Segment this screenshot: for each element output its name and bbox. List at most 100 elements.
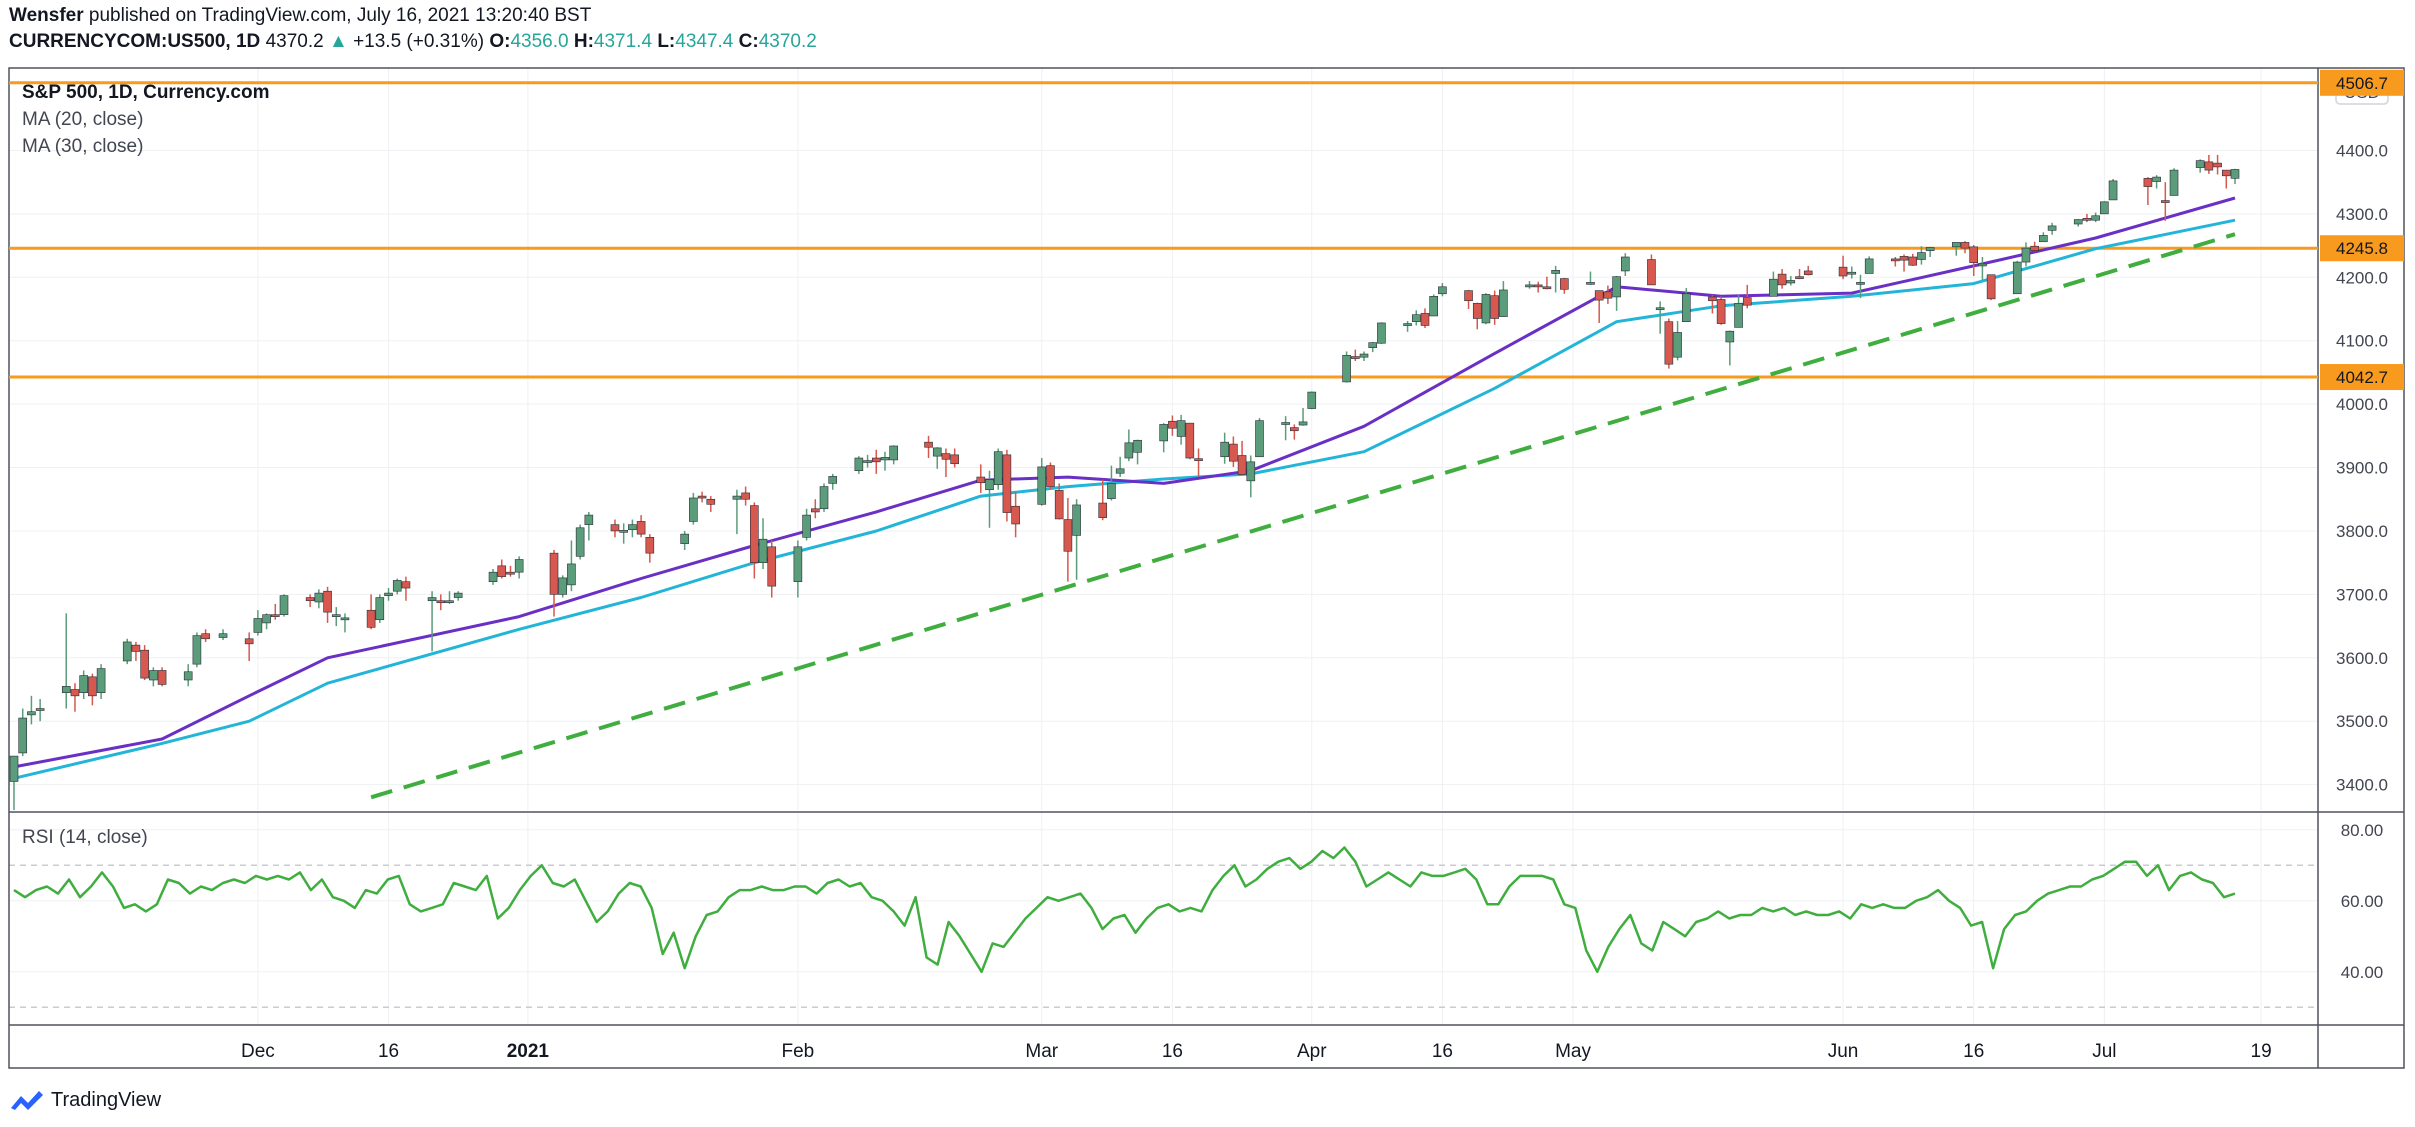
- price-tick-label: 3900.0: [2336, 459, 2388, 478]
- publish-info: published on TradingView.com, July 16, 2…: [88, 5, 592, 26]
- level-label-box: [2320, 364, 2404, 391]
- legend-ma20[interactable]: MA (20, close): [22, 109, 144, 130]
- candle-body: [950, 454, 959, 465]
- candle-body: [2108, 180, 2118, 201]
- candle-body: [1037, 466, 1047, 505]
- candle-body: [445, 600, 454, 604]
- candle: [375, 594, 385, 623]
- ma30-line: [13, 218, 2236, 780]
- candle-body: [401, 581, 411, 589]
- candle: [941, 448, 951, 478]
- candle-body: [1133, 439, 1142, 453]
- candle-body: [1664, 321, 1674, 365]
- candle: [1072, 499, 1081, 580]
- author-name[interactable]: Wensfer: [9, 5, 84, 26]
- candle: [950, 448, 959, 468]
- change-value: +13.5 (+0.31%): [353, 31, 485, 52]
- time-tick-label: 16: [1963, 1041, 1984, 1062]
- price-tick-label: 4200.0: [2336, 268, 2388, 287]
- high-label: H:: [573, 31, 594, 52]
- candle-body: [1621, 256, 1630, 272]
- candle: [192, 632, 202, 668]
- candle-body: [131, 644, 141, 652]
- candle-body: [1098, 502, 1108, 518]
- candle: [828, 473, 838, 490]
- candle-body: [375, 597, 385, 621]
- candle-body: [2091, 215, 2100, 221]
- candle-body: [2169, 169, 2179, 196]
- candle: [1986, 274, 1996, 301]
- candle-body: [1481, 294, 1491, 324]
- candle-body: [262, 614, 271, 624]
- candle: [1464, 289, 1473, 309]
- candle: [1037, 458, 1047, 506]
- close-label: C:: [738, 31, 759, 52]
- candle: [61, 613, 71, 709]
- chart-frame: [8, 67, 2405, 1069]
- candle-body: [1411, 314, 1421, 322]
- candle: [2100, 201, 2109, 215]
- candle-body: [689, 497, 698, 522]
- legend-ma30[interactable]: MA (30, close): [22, 136, 144, 157]
- candle: [2213, 154, 2222, 175]
- candle: [497, 559, 507, 579]
- candle: [1420, 308, 1430, 329]
- candle: [1708, 295, 1717, 314]
- candle: [1533, 281, 1543, 293]
- open-label: O:: [489, 31, 511, 52]
- candle: [619, 523, 628, 544]
- candle: [697, 491, 707, 503]
- brand-footer[interactable]: TradingView: [9, 1086, 161, 1114]
- candle-body: [610, 524, 620, 532]
- candle-body: [1429, 296, 1438, 317]
- candle-body: [1725, 330, 1735, 343]
- candle-body: [427, 597, 437, 602]
- candle-body: [1917, 252, 1926, 260]
- candle-body: [9, 755, 19, 782]
- candle: [1786, 276, 1796, 286]
- candle-body: [2213, 162, 2222, 168]
- candle: [514, 556, 524, 579]
- candle-body: [1525, 284, 1534, 288]
- candle: [1551, 265, 1560, 293]
- candle: [1133, 439, 1142, 465]
- candle-body: [1769, 278, 1778, 297]
- candle: [575, 524, 585, 560]
- candle-body: [741, 492, 750, 500]
- legend-rsi[interactable]: RSI (14, close): [22, 827, 148, 848]
- candle: [880, 451, 890, 471]
- candle-body: [514, 559, 524, 573]
- candle-body: [1472, 302, 1482, 319]
- candle-body: [1673, 332, 1682, 358]
- candle-body: [1011, 505, 1020, 525]
- candle-body: [2030, 245, 2039, 251]
- candle: [27, 695, 36, 725]
- candle: [2230, 168, 2240, 185]
- time-tick-label: 16: [378, 1041, 399, 1062]
- legend-title[interactable]: S&P 500, 1D, Currency.com: [22, 82, 270, 103]
- candle: [1359, 351, 1369, 361]
- candle-body: [27, 711, 36, 716]
- low-label: L:: [657, 31, 676, 52]
- candle: [1429, 294, 1438, 317]
- candle-body: [1986, 274, 1996, 300]
- candle-body: [1159, 424, 1168, 442]
- candle: [558, 575, 568, 598]
- candle-body: [1838, 266, 1848, 277]
- candle: [1777, 269, 1787, 289]
- candle: [270, 603, 280, 620]
- candle: [331, 607, 341, 627]
- candle-body: [1368, 342, 1378, 348]
- candle: [1246, 455, 1256, 498]
- candle-body: [1925, 247, 1935, 251]
- candle: [79, 670, 88, 700]
- candle-body: [1464, 290, 1473, 302]
- close-value: 4370.2: [758, 31, 817, 52]
- candle-body: [1551, 270, 1560, 274]
- candle-body: [793, 546, 803, 582]
- candle-body: [2073, 219, 2083, 225]
- candle: [2204, 154, 2214, 174]
- candle-body: [488, 571, 498, 582]
- candle-body: [1359, 353, 1369, 358]
